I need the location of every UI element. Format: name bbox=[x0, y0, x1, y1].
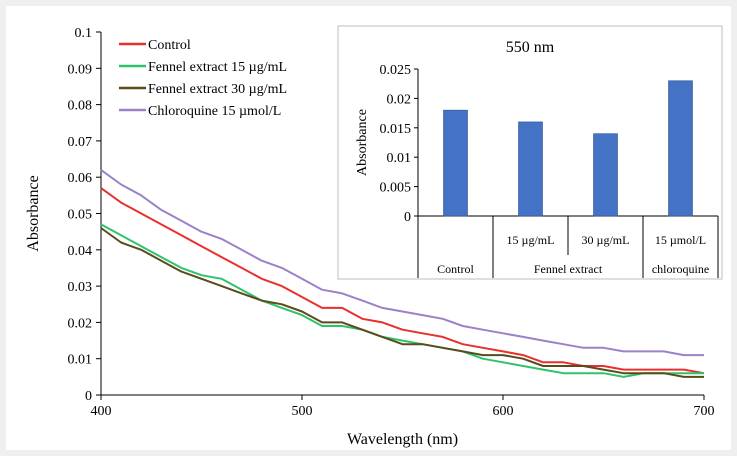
inset-y-tick-label: 0 bbox=[404, 210, 411, 225]
inset-category-axis: 15 µg/mL 30 µg/mL 15 µmol/L Control Fennel e… bbox=[417, 216, 719, 278]
inset-bar-chart: 550 nm 0 0.005 0.01 0.015 0.02 0.025 Absorbanc… bbox=[337, 25, 723, 280]
series-line-2 bbox=[100, 223, 704, 378]
y-tick-label: 0 bbox=[85, 389, 92, 404]
main-legend: Control Fennel extract 15 µg/mL Fennel ext… bbox=[119, 38, 287, 119]
inset-category-label: 15 µg/mL bbox=[507, 233, 555, 247]
y-tick-label: 0.06 bbox=[68, 171, 93, 186]
main-series-lines bbox=[100, 169, 705, 378]
y-tick-label: 0.05 bbox=[68, 208, 93, 223]
bar-3 bbox=[593, 133, 618, 217]
inset-y-tick-label: 0.005 bbox=[380, 181, 412, 196]
series-line-4 bbox=[100, 169, 704, 357]
x-axis-title: Wavelength (nm) bbox=[347, 431, 458, 448]
y-tick-label: 0.1 bbox=[75, 26, 93, 41]
bar-4 bbox=[668, 80, 693, 217]
x-tick-label: 600 bbox=[493, 404, 514, 419]
y-tick-label: 0.01 bbox=[68, 353, 93, 368]
series-line-3 bbox=[100, 227, 704, 378]
absorbance-spectrum-chart: 0 0.01 0.02 0.03 0.04 0.05 0.06 0.07 0.08 0.09 0.1… bbox=[25, 25, 723, 448]
inset-y-tick-label: 0.025 bbox=[380, 63, 412, 78]
y-tick-label: 0.07 bbox=[68, 135, 93, 150]
x-tick-label: 500 bbox=[292, 404, 313, 419]
y-tick-label: 0.08 bbox=[68, 99, 93, 114]
legend-label: Control bbox=[148, 38, 191, 53]
inset-group-label: Control bbox=[437, 262, 474, 276]
y-axis-title: Absorbance bbox=[25, 175, 42, 251]
y-tick-label: 0.04 bbox=[68, 244, 93, 259]
legend-label: Chloroquine 15 µmol/L bbox=[148, 104, 281, 119]
y-tick-label: 0.09 bbox=[68, 62, 93, 77]
y-tick-label: 0.02 bbox=[68, 316, 93, 331]
bar-2 bbox=[518, 121, 543, 217]
inset-group-label: Fennel extract bbox=[534, 262, 603, 276]
x-tick-label: 700 bbox=[694, 404, 715, 419]
inset-bars bbox=[443, 80, 693, 217]
x-tick-label: 400 bbox=[91, 404, 112, 419]
series-line-1 bbox=[100, 187, 705, 375]
bar-1 bbox=[443, 109, 468, 217]
legend-label: Fennel extract 15 µg/mL bbox=[148, 60, 287, 75]
inset-title: 550 nm bbox=[506, 39, 555, 56]
inset-category-label: 15 µmol/L bbox=[655, 233, 706, 247]
inset-y-axis-title: Absorbance bbox=[355, 109, 370, 176]
inset-group-label: chloroquine bbox=[652, 262, 709, 276]
main-axes: 0 0.01 0.02 0.03 0.04 0.05 0.06 0.07 0.08 0.09 0.1… bbox=[25, 26, 715, 448]
inset-y-tick-label: 0.02 bbox=[387, 92, 412, 107]
y-tick-label: 0.03 bbox=[68, 280, 93, 295]
inset-axes: 0 0.005 0.01 0.015 0.02 0.025 Absorbance bbox=[355, 63, 718, 225]
chart-panel: 0 0.01 0.02 0.03 0.04 0.05 0.06 0.07 0.08 0.09 0.1… bbox=[6, 6, 731, 450]
inset-y-tick-label: 0.01 bbox=[387, 151, 412, 166]
inset-y-tick-label: 0.015 bbox=[380, 122, 412, 137]
legend-label: Fennel extract 30 µg/mL bbox=[148, 82, 287, 97]
inset-category-label: 30 µg/mL bbox=[582, 233, 630, 247]
